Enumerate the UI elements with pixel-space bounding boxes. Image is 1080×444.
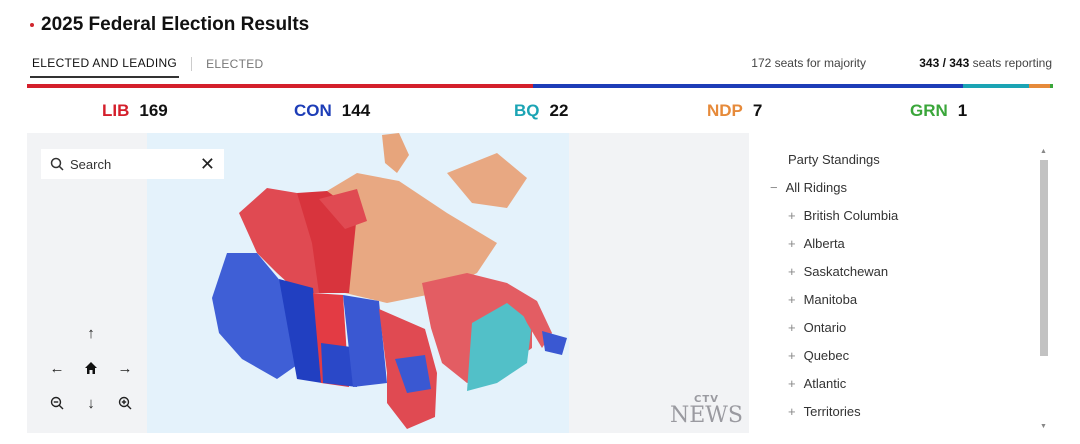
scroll-up-icon[interactable]: ▲ (1040, 148, 1047, 155)
expand-icon: + (788, 376, 796, 391)
tree-item-alberta[interactable]: + Alberta (788, 236, 845, 251)
party-seats: 1 (957, 101, 968, 120)
tree-item-label: Territories (803, 404, 861, 419)
seat-bar-segment-lib (27, 84, 533, 88)
tab-elected[interactable]: ELECTED (206, 57, 264, 71)
region-labrador[interactable] (507, 283, 552, 348)
tree-item-label: Saskatchewan (803, 264, 889, 279)
region-alberta[interactable] (279, 279, 322, 383)
seats-reporting: 343 / 343 seats reporting (919, 56, 1052, 70)
tree-item-manitoba[interactable]: + Manitoba (788, 292, 857, 307)
party-abbr: LIB (102, 101, 130, 120)
tree-item-label: Atlantic (803, 376, 847, 391)
region-quebec-south[interactable] (467, 303, 532, 391)
scrollbar-thumb[interactable] (1040, 160, 1048, 356)
party-seats: 7 (752, 101, 763, 120)
ctv-news-logo: CTV NEWS (670, 394, 743, 427)
page-title: 2025 Federal Election Results (30, 14, 309, 36)
tree-item-label: Ontario (803, 320, 847, 335)
seat-bar-segment-con (532, 84, 964, 88)
logo-ctv: CTV (694, 394, 719, 405)
tab-elected-and-leading[interactable]: ELECTED AND LEADING (30, 56, 180, 78)
party-seats: 22 (549, 101, 569, 120)
panel-scrollbar[interactable]: ▲ ▼ (1038, 146, 1050, 432)
party-standings-link[interactable]: Party Standings (788, 152, 880, 167)
region-ontario-south[interactable] (395, 355, 431, 393)
tally-lib: LIB 169 (102, 101, 168, 121)
pan-left-button[interactable]: ← (49, 359, 65, 377)
collapse-icon: − (770, 180, 778, 195)
expand-icon: + (788, 208, 796, 223)
riding-map[interactable]: Search ✕ ↑ ← → ↓ CTV NEWS (27, 133, 749, 433)
region-sask-south[interactable] (321, 343, 357, 387)
canada-map[interactable] (27, 133, 749, 433)
tree-item-british-columbia[interactable]: + British Columbia (788, 208, 898, 223)
page-title-text: 2025 Federal Election Results (41, 14, 310, 35)
logo-news: NEWS (670, 403, 743, 428)
tree-item-ontario[interactable]: + Ontario (788, 320, 846, 335)
pan-right-button[interactable]: → (117, 359, 133, 377)
search-box[interactable]: Search ✕ (41, 149, 224, 179)
region-bc[interactable] (212, 253, 297, 379)
party-abbr: CON (294, 101, 332, 120)
party-seats: 169 (139, 101, 168, 120)
scroll-down-icon[interactable]: ▼ (1040, 423, 1047, 430)
tree-item-label: All Ridings (785, 180, 848, 195)
search-icon (50, 157, 64, 171)
tab-divider (191, 57, 193, 71)
region-nwt-islands[interactable] (319, 189, 367, 229)
seats-reporting-count: 343 / 343 (919, 56, 970, 70)
zoom-out-icon (50, 396, 64, 410)
seat-bar-segment-grn (1049, 84, 1053, 88)
party-abbr: NDP (707, 101, 743, 120)
seats-reporting-suffix: seats reporting (972, 56, 1052, 70)
majority-label: 172 seats for majority (751, 56, 866, 70)
expand-icon: + (788, 264, 796, 279)
zoom-out-button[interactable] (47, 393, 67, 413)
tree-item-atlantic[interactable]: + Atlantic (788, 376, 846, 391)
tree-item-saskatchewan[interactable]: + Saskatchewan (788, 264, 888, 279)
search-input[interactable]: Search (70, 156, 112, 172)
seat-bar-segment-ndp (1029, 84, 1050, 88)
party-abbr: GRN (910, 101, 948, 120)
tree-item-label: Alberta (803, 236, 845, 251)
tree-item-label: British Columbia (803, 208, 899, 223)
party-abbr: BQ (514, 101, 540, 120)
expand-icon: + (788, 292, 796, 307)
expand-icon: + (788, 348, 796, 363)
seat-bar-segment-bq (963, 84, 1030, 88)
tree-item-label: Manitoba (803, 292, 858, 307)
title-dot-icon (30, 23, 34, 27)
seat-share-bar (27, 84, 1053, 88)
zoom-in-icon (118, 396, 132, 410)
zoom-in-button[interactable] (115, 393, 135, 413)
pan-down-button[interactable]: ↓ (87, 394, 95, 412)
expand-icon: + (788, 236, 796, 251)
tally-con: CON 144 (294, 101, 370, 121)
results-tabs: ELECTED AND LEADING ELECTED (30, 56, 266, 78)
region-atlantic[interactable] (542, 331, 567, 355)
expand-icon: + (788, 404, 796, 419)
standings-panel: Party Standings − All Ridings + British Co… (768, 146, 1038, 432)
region-manitoba[interactable] (343, 295, 387, 387)
tally-grn: GRN 1 (910, 101, 967, 121)
expand-icon: + (788, 320, 796, 335)
tally-ndp: NDP 7 (707, 101, 762, 121)
tally-bq: BQ 22 (514, 101, 568, 121)
close-icon[interactable]: ✕ (199, 153, 215, 174)
tree-item-territories[interactable]: + Territories (788, 404, 861, 419)
tree-item-label: Quebec (803, 348, 850, 363)
tree-item-all-ridings[interactable]: − All Ridings (770, 180, 847, 195)
home-icon (85, 362, 97, 374)
region-baffin[interactable] (447, 153, 527, 208)
pan-up-button[interactable]: ↑ (87, 324, 95, 342)
tree-item-quebec[interactable]: + Quebec (788, 348, 849, 363)
region-arctic-island[interactable] (382, 133, 409, 173)
home-button[interactable] (81, 358, 101, 378)
party-seats: 144 (341, 101, 371, 120)
